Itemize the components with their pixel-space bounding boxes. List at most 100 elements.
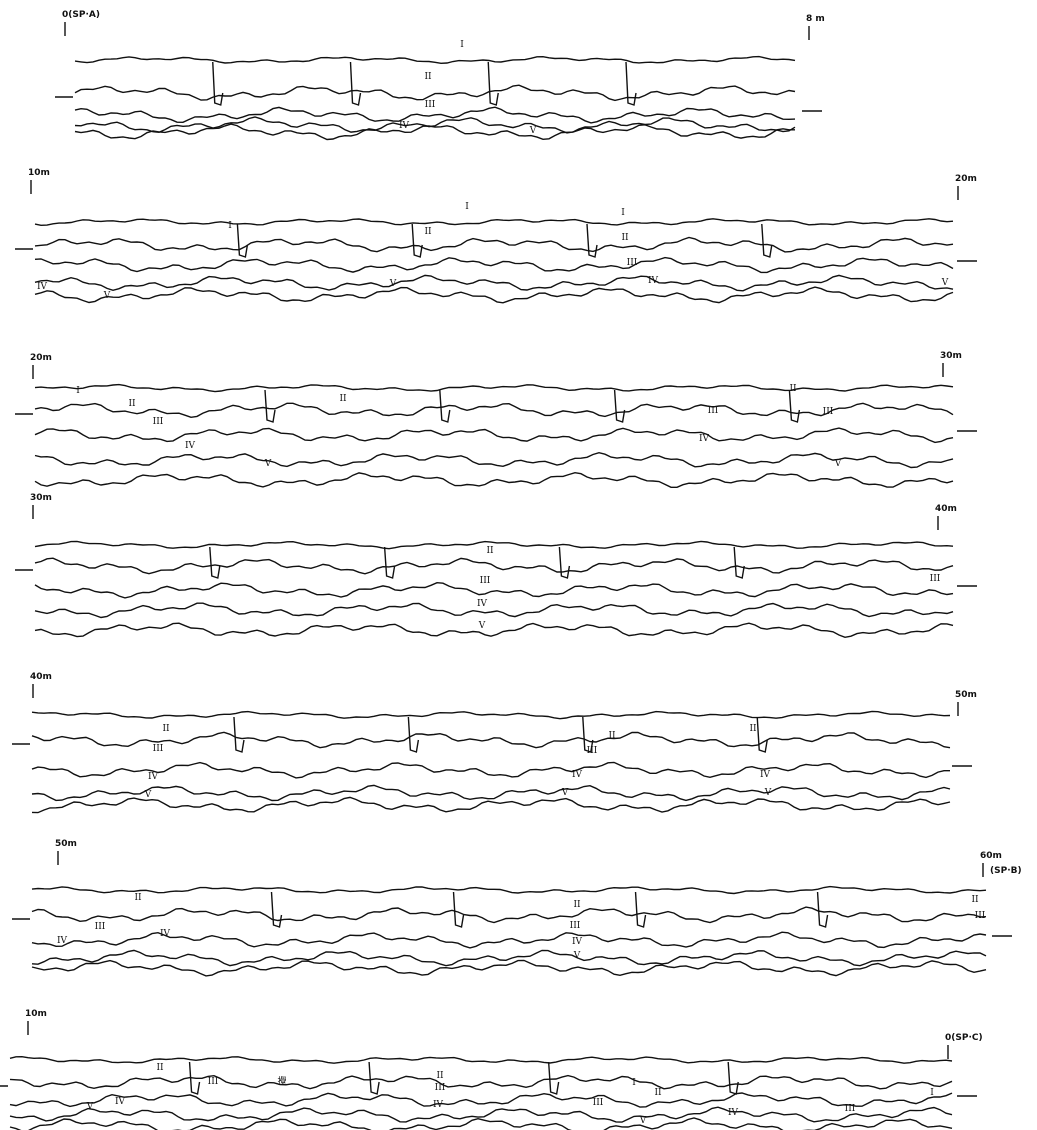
pit-cut xyxy=(613,389,626,423)
layer-label: IV xyxy=(433,1100,444,1110)
pit-cut xyxy=(349,61,362,106)
pit-cut xyxy=(761,223,773,258)
soil-boundary xyxy=(74,55,796,65)
soil-boundary xyxy=(31,796,951,814)
layer-label: I xyxy=(930,1088,934,1098)
layer-label: IV xyxy=(115,1097,126,1107)
pit-cut xyxy=(368,1061,380,1095)
pit-cut xyxy=(733,546,745,579)
layer-label: III xyxy=(425,100,436,110)
layer-label: IV xyxy=(572,770,583,780)
layer-label: II xyxy=(971,895,979,905)
pit-cut xyxy=(212,61,224,106)
layer-label: II xyxy=(789,384,797,394)
layer-label: 攪 xyxy=(277,1075,286,1087)
layer-label: IV xyxy=(160,929,171,939)
layer-label: II xyxy=(436,1071,444,1081)
layer-label: III xyxy=(587,746,598,756)
layer-label: III xyxy=(930,574,941,584)
layer-label: III xyxy=(480,576,491,586)
pit-cut xyxy=(209,546,221,579)
layer-label: IV xyxy=(760,770,771,780)
pit-cut xyxy=(788,389,801,423)
soil-boundary xyxy=(34,622,954,639)
layer-label: IV xyxy=(37,282,48,292)
soil-boundary xyxy=(31,931,987,949)
station-start: 50m xyxy=(55,839,77,849)
soil-boundary xyxy=(74,84,796,102)
pit-cut xyxy=(547,1061,560,1095)
pit-cut xyxy=(236,223,249,258)
pit-cut xyxy=(582,716,594,753)
layer-label: V xyxy=(941,278,949,288)
layer-label: II xyxy=(156,1063,164,1073)
layer-label: II xyxy=(134,893,142,903)
layer-label: III xyxy=(153,417,164,427)
station-end: 8 m xyxy=(806,14,825,24)
layer-label: V xyxy=(639,1116,647,1126)
layer-label: V xyxy=(86,1102,94,1112)
pit-cut xyxy=(487,61,499,106)
soil-boundary xyxy=(34,540,954,550)
layer-label: II xyxy=(573,900,581,910)
soil-boundary xyxy=(34,471,954,488)
layer-label: V xyxy=(478,621,486,631)
station-end: 40m xyxy=(935,504,957,514)
soil-boundary xyxy=(34,602,954,619)
layer-label: V xyxy=(264,459,272,469)
layer-label: III xyxy=(95,922,106,932)
station-end: 60m xyxy=(980,851,1002,861)
layer-label: II xyxy=(621,233,629,243)
soil-boundary xyxy=(34,427,954,444)
layer-label: IV xyxy=(699,434,710,444)
layer-label: IV xyxy=(572,937,583,947)
soil-boundary xyxy=(74,106,796,124)
station-end: 0(SP·C) xyxy=(945,1033,983,1043)
layer-label: I xyxy=(621,208,625,218)
layer-label: III xyxy=(153,744,164,754)
station-start: 40m xyxy=(30,672,52,682)
pit-cut xyxy=(383,546,396,579)
layer-label: I xyxy=(228,221,232,231)
station-end: 20m xyxy=(955,174,977,184)
soil-boundary xyxy=(34,256,954,274)
soil-boundary xyxy=(34,236,954,253)
soil-boundary xyxy=(34,402,954,419)
soil-boundary xyxy=(74,123,795,141)
soil-boundary xyxy=(9,1117,953,1130)
pit-cut xyxy=(558,546,571,579)
layer-label: II xyxy=(339,394,347,404)
layer-label: V xyxy=(834,459,842,469)
pit-cut xyxy=(452,891,465,928)
layer-label: II xyxy=(654,1088,662,1098)
pit-cut xyxy=(625,61,637,106)
soil-boundary xyxy=(34,286,954,304)
layer-label: II xyxy=(749,724,757,734)
layer-label: III xyxy=(708,406,719,416)
layer-label: V xyxy=(764,788,772,798)
soil-boundary xyxy=(9,1106,953,1123)
layer-label: III xyxy=(593,1098,604,1108)
layer-label: V xyxy=(561,788,569,798)
layer-label: II xyxy=(608,731,616,741)
soil-boundary xyxy=(31,885,987,895)
soil-boundary xyxy=(34,581,954,599)
soil-boundary xyxy=(34,383,954,393)
layer-label: IV xyxy=(185,441,196,451)
pit-cut xyxy=(407,716,420,753)
pit-cut xyxy=(727,1061,739,1095)
soil-boundary xyxy=(31,906,987,924)
layer-label: III xyxy=(845,1104,856,1114)
layer-label: III xyxy=(975,911,986,921)
station-note: (SP·B) xyxy=(990,866,1022,876)
soil-boundary xyxy=(74,116,796,134)
layer-label: I xyxy=(465,202,469,212)
station-start: 0(SP·A) xyxy=(62,10,100,20)
pit-cut xyxy=(634,891,647,928)
layer-label: II xyxy=(486,546,494,556)
layer-label: III xyxy=(823,407,834,417)
soil-boundary xyxy=(34,274,954,292)
station-start: 10m xyxy=(25,1009,47,1019)
station-start: 20m xyxy=(30,353,52,363)
